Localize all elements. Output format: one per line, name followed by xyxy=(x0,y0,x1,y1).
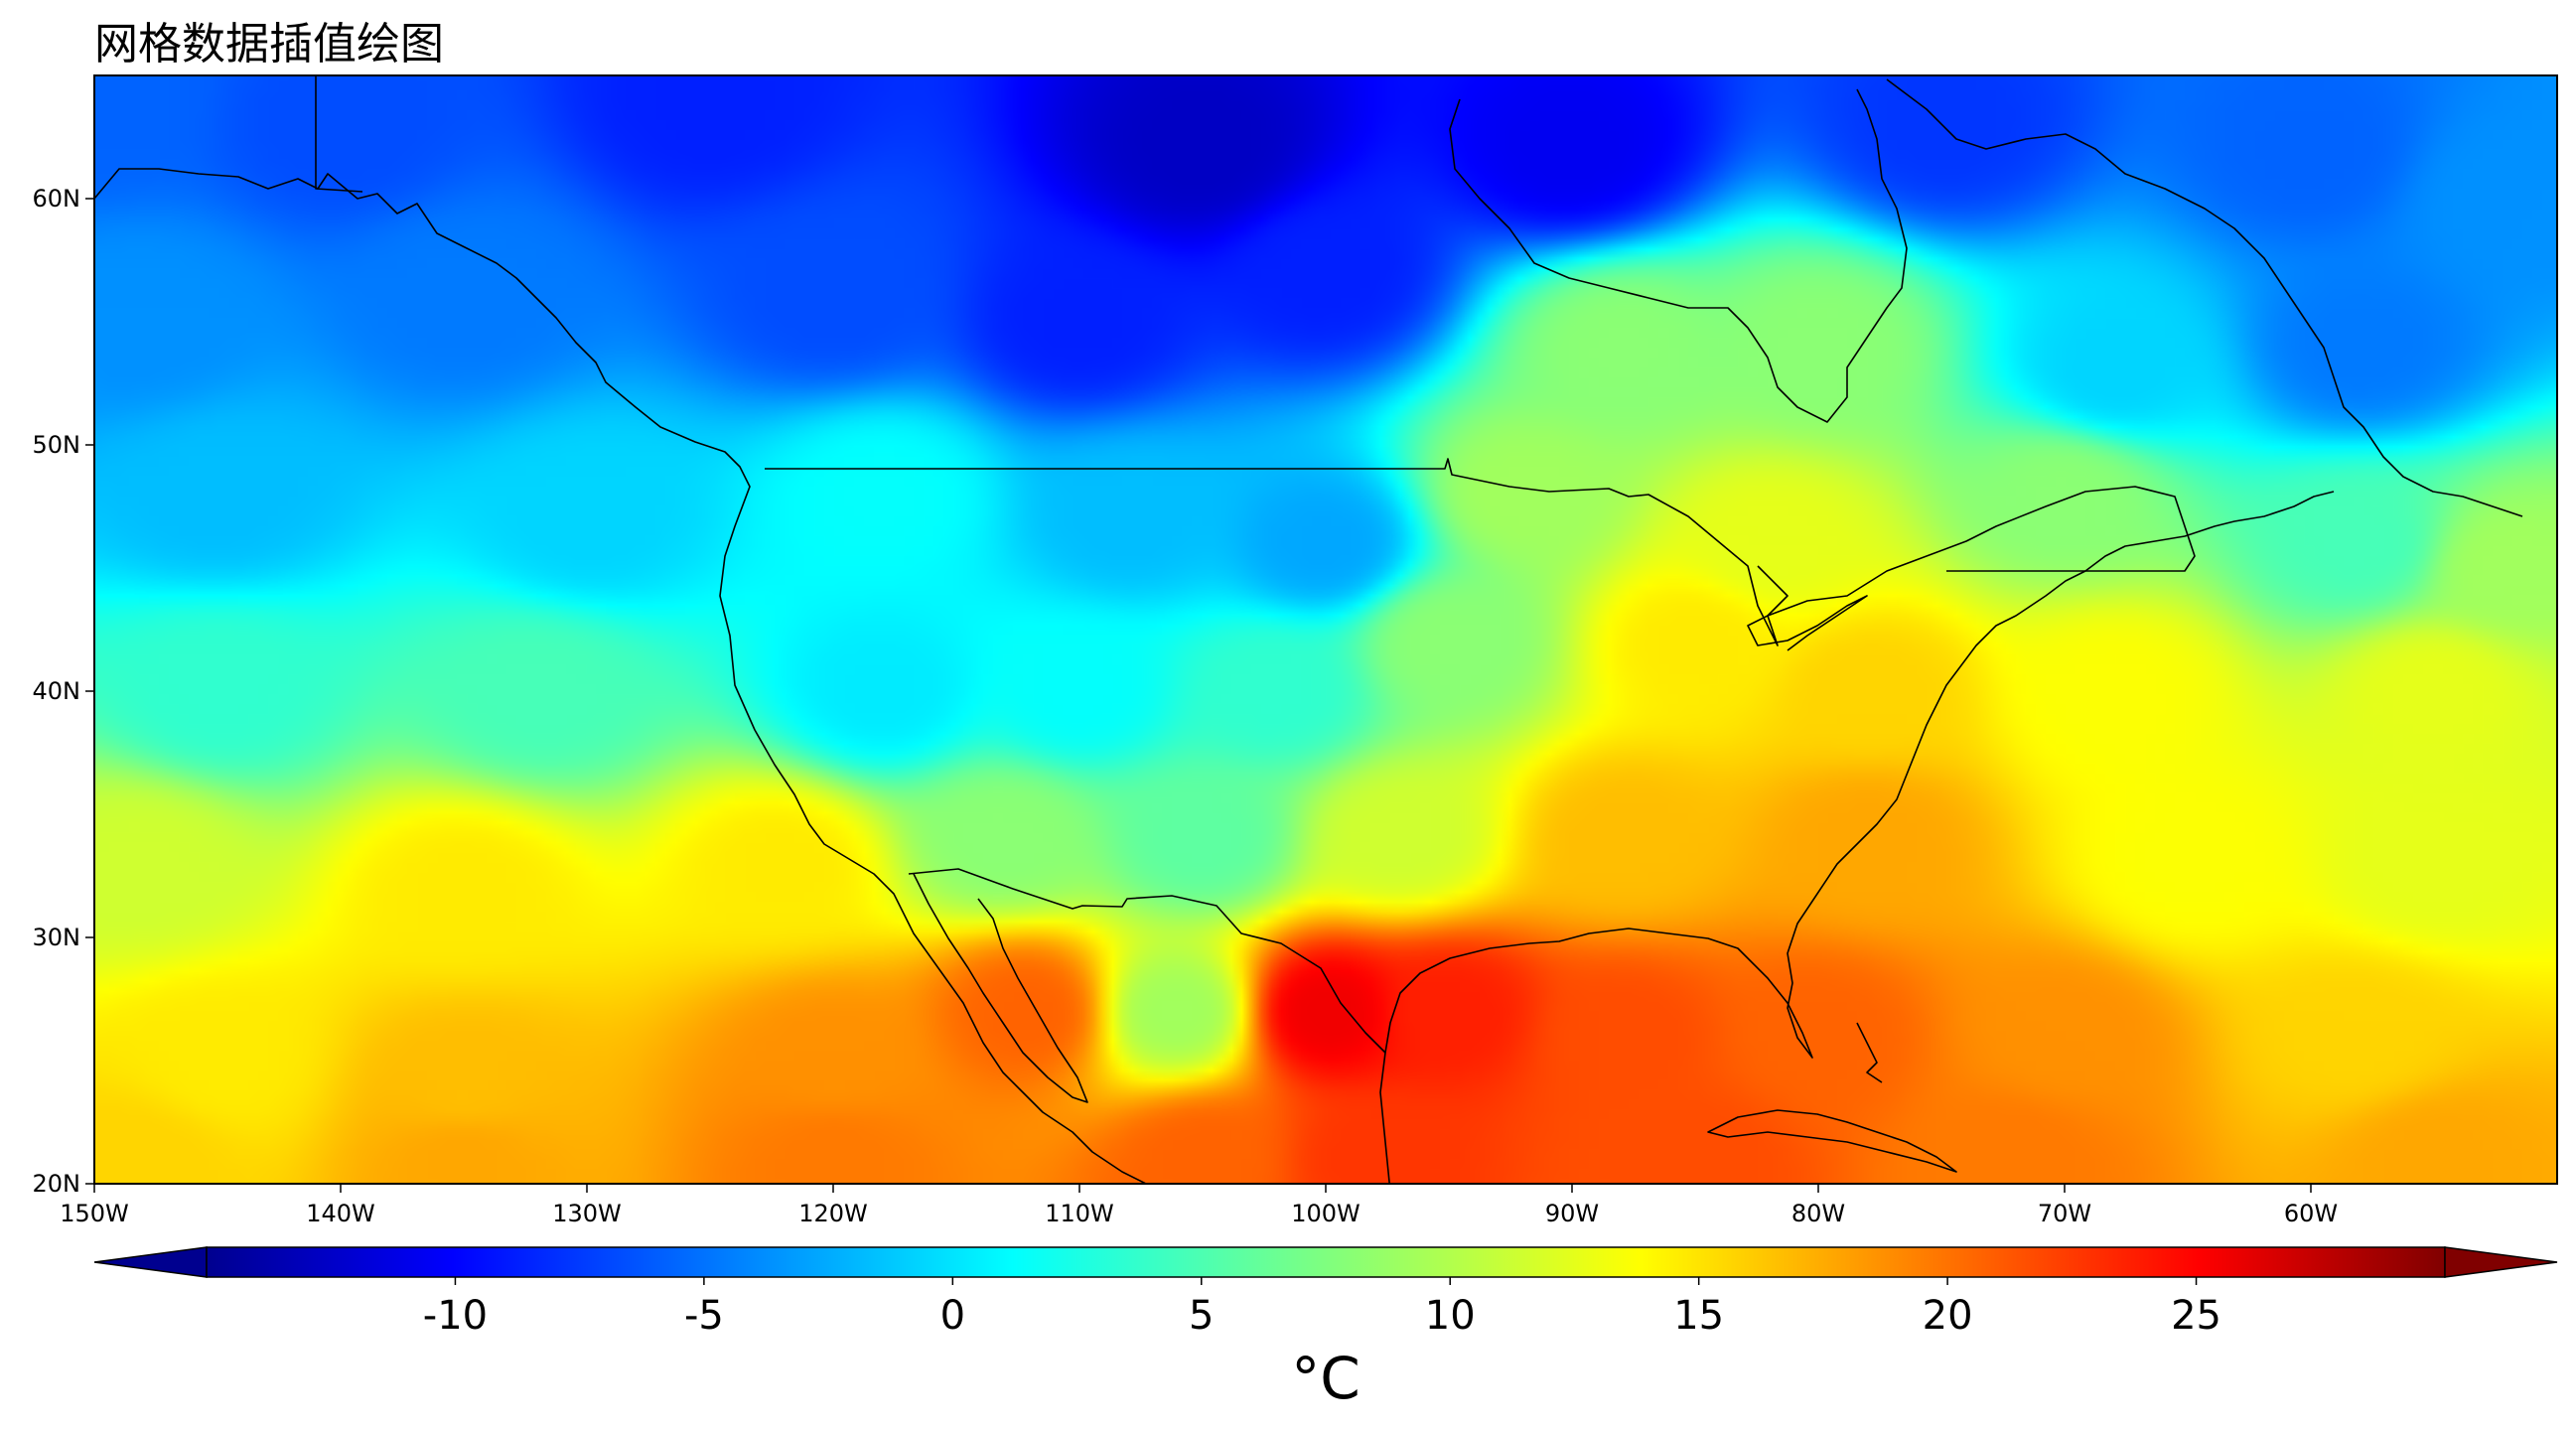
colorbar-tick-label: 15 xyxy=(1673,1293,1724,1339)
colorbar-tick-label: 10 xyxy=(1425,1293,1476,1339)
border-us-mexico xyxy=(908,868,1386,1054)
border-us-canada xyxy=(765,458,2196,646)
x-tick-label: 70W xyxy=(2038,1200,2091,1227)
coastline-labrador xyxy=(1886,78,2523,517)
map-title: 网格数据插值绘图 xyxy=(94,19,444,70)
y-tick-label: 30N xyxy=(33,924,81,951)
colorbar-tick-label: 5 xyxy=(1189,1293,1214,1339)
x-tick-label: 110W xyxy=(1045,1200,1114,1227)
temperature-field xyxy=(94,75,2557,1184)
map-panel: 150W 140W 130W 120W 110W 100W 90W 80W 70W 60W 20N… xyxy=(33,74,2558,1227)
x-tick-label: 80W xyxy=(1791,1200,1845,1227)
y-axis: 20N 30N 40N 50N 60N xyxy=(33,185,94,1198)
colorbar-tick-label: -5 xyxy=(684,1293,724,1339)
coastline-cuba xyxy=(1707,1109,1957,1173)
colorbar: -10 -5 0 5 10 15 20 25 °C xyxy=(93,1246,2558,1412)
x-tick-label: 100W xyxy=(1291,1200,1360,1227)
colorbar-extend-high xyxy=(2444,1246,2558,1278)
x-axis: 150W 140W 130W 120W 110W 100W 90W 80W 70W 60W xyxy=(60,1184,2338,1227)
colorbar-tick-label: -10 xyxy=(423,1293,488,1339)
x-tick-label: 150W xyxy=(60,1200,129,1227)
coastline-gulf xyxy=(1379,491,2335,1184)
x-tick-label: 130W xyxy=(552,1200,622,1227)
colorbar-extend-low xyxy=(93,1246,208,1278)
y-tick-label: 50N xyxy=(33,431,81,459)
coastline-baja xyxy=(913,873,1088,1103)
y-tick-label: 20N xyxy=(33,1170,81,1198)
x-tick-label: 60W xyxy=(2284,1200,2338,1227)
colorbar-ticks: -10 -5 0 5 10 15 20 25 xyxy=(423,1277,2221,1339)
coastline-west xyxy=(94,168,1148,1184)
y-tick-label: 40N xyxy=(33,677,81,705)
coastline-hudson xyxy=(1449,88,1908,423)
great-lakes xyxy=(1747,565,1868,651)
x-tick-label: 120W xyxy=(798,1200,868,1227)
coastline-florida-keys xyxy=(1856,1022,1883,1083)
colorbar-tick-label: 25 xyxy=(2171,1293,2221,1339)
x-tick-label: 140W xyxy=(306,1200,375,1227)
colorbar-tick-label: 0 xyxy=(940,1293,965,1339)
colorbar-body xyxy=(206,1246,2446,1278)
y-tick-label: 60N xyxy=(33,185,81,213)
border-alaska-canada xyxy=(315,75,363,193)
colorbar-tick-label: 20 xyxy=(1923,1293,1973,1339)
colorbar-label: °C xyxy=(1291,1345,1360,1412)
x-tick-label: 90W xyxy=(1545,1200,1599,1227)
